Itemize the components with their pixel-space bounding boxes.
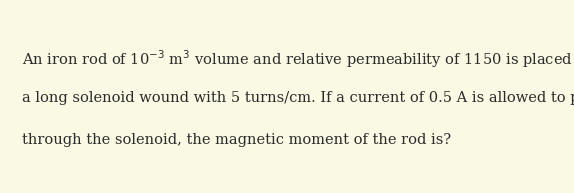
Text: a long solenoid wound with 5 turns/cm. If a current of 0.5 A is allowed to pass: a long solenoid wound with 5 turns/cm. I… bbox=[22, 91, 574, 105]
Text: through the solenoid, the magnetic moment of the rod is?: through the solenoid, the magnetic momen… bbox=[22, 133, 451, 147]
Text: An iron rod of 10$^{-3}$ m$^{3}$ volume and relative permeability of 1150 is pla: An iron rod of 10$^{-3}$ m$^{3}$ volume … bbox=[22, 48, 574, 70]
